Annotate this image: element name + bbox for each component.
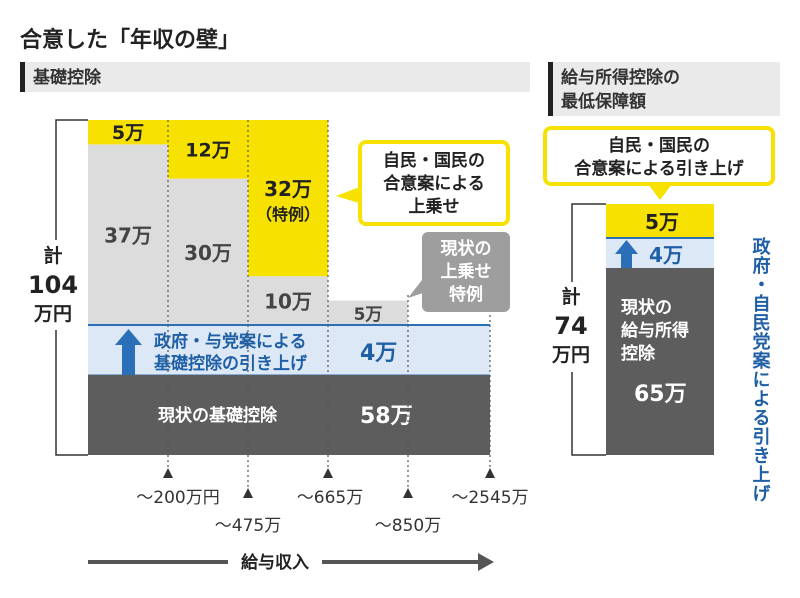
bracket-3-yellow-label-line2: （特例） [256, 205, 320, 224]
right-bar-dark-line3: 控除 [621, 343, 656, 364]
left-callout [336, 140, 510, 226]
right-header-bg [548, 62, 780, 116]
right-header-line2: 最低保障額 [561, 91, 646, 112]
tick-markers [163, 468, 495, 498]
x-axis-arrowhead-icon [478, 553, 494, 571]
grey-note-line1: 現状の [441, 238, 492, 259]
left-total-line1: 計 [43, 244, 62, 267]
left-bars: 37万 5万 30万 12万 10万 32万 （特例） 5万 [88, 120, 408, 325]
right-bar-blue-value: 4万 [649, 243, 683, 267]
base-bar-value: 58万 [360, 404, 413, 429]
right-total-line3: 万円 [551, 344, 590, 366]
bracket-1-grey-bar [88, 144, 168, 325]
blue-band-label-line1: 政府・与党案による [154, 331, 307, 352]
right-bar-dark-line2: 給与所得 [621, 320, 689, 341]
left-header-bg [20, 62, 530, 92]
bracket-2-grey-label: 30万 [184, 241, 232, 265]
right-callout-line1: 自民・国民の [608, 135, 710, 156]
left-callout-line2: 合意案による [383, 173, 485, 194]
base-bar-label: 現状の基礎控除 [158, 405, 278, 426]
right-bar-dark-line1: 現状の [621, 297, 672, 318]
tick-label-1: 〜200万円 [136, 488, 219, 508]
left-total-bg [28, 240, 78, 330]
bracket-dividers [167, 120, 491, 490]
right-header-line1: 給与所得控除の [561, 67, 680, 88]
bracket-1-yellow-label: 5万 [112, 122, 144, 144]
left-header-label: 基礎控除 [32, 67, 102, 88]
base-bar [88, 375, 490, 455]
blue-band-label-line2: 基礎控除の引き上げ [153, 353, 308, 374]
right-total-bg [546, 282, 596, 372]
right-callout-pointer [648, 184, 672, 200]
tick-label-2: 〜475万 [215, 516, 281, 536]
left-header-bar [20, 62, 25, 92]
grey-note-line2: 上乗せ [441, 262, 492, 282]
left-callout-line3: 上乗せ [409, 197, 460, 217]
tick-label-5: 〜2545万 [451, 488, 528, 508]
grey-note [408, 232, 510, 312]
bracket-4-grey-bar [328, 300, 408, 325]
right-header-bar [548, 62, 553, 116]
right-callout-line2: 合意案による引き上げ [574, 158, 744, 179]
bracket-3-grey-bar [248, 276, 328, 325]
grey-note-line3: 特例 [449, 284, 483, 305]
left-total-line2: 104 [28, 271, 78, 299]
bracket-2-yellow-label: 12万 [185, 139, 230, 161]
right-bar-yellow-value: 5万 [645, 210, 679, 234]
bracket-1-yellow-bar [88, 120, 168, 145]
bracket-2-yellow-bar [168, 120, 248, 179]
left-callout-line1: 自民・国民の [383, 150, 485, 171]
bracket-2-grey-bar [168, 178, 248, 325]
tick-label-4: 〜850万 [375, 516, 441, 536]
right-up-arrow-icon [615, 240, 638, 270]
bracket-1-grey-label: 37万 [104, 224, 152, 248]
right-total-line2: 74 [554, 312, 587, 340]
page-title: 合意した「年収の壁」 [20, 27, 240, 53]
left-total-line3: 万円 [33, 303, 72, 325]
x-axis-label: 給与収入 [241, 552, 309, 573]
right-bar-dark [606, 268, 714, 455]
blue-band-value: 4万 [360, 341, 397, 366]
tick-label-3: 〜665万 [297, 488, 363, 508]
right-total-line1: 計 [561, 285, 580, 308]
bracket-3-yellow-bar [248, 120, 328, 277]
bracket-3-yellow-label-line1: 32万 [264, 177, 312, 201]
right-vertical-note: 政府・自民党案による引き上げ [750, 236, 772, 503]
blue-band [88, 325, 490, 375]
right-bar-dark-value: 65万 [634, 382, 687, 407]
bracket-4-grey-label: 5万 [354, 305, 383, 325]
left-up-arrow-icon [115, 329, 142, 377]
right-bar-yellow [606, 204, 714, 238]
bracket-3-grey-label: 10万 [264, 290, 312, 314]
